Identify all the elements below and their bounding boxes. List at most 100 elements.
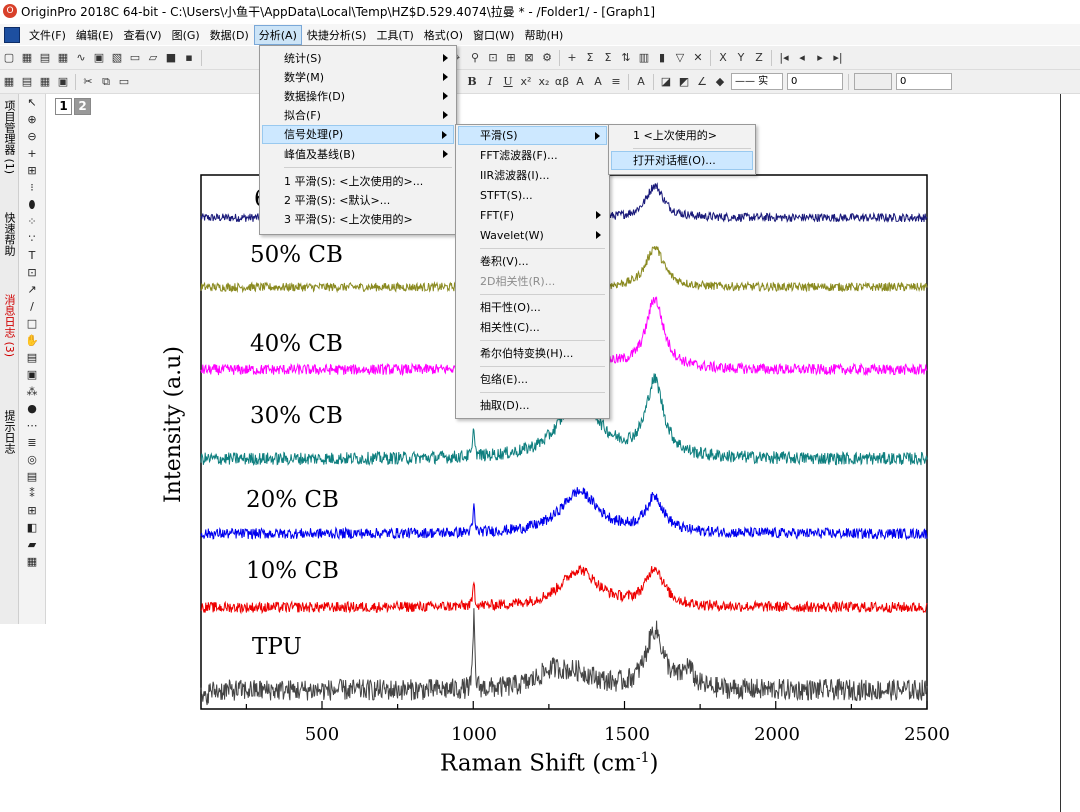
menu-item-iir-filter[interactable]: IIR滤波器(I)... bbox=[480, 169, 550, 182]
hand-tool-icon[interactable]: ✋ bbox=[25, 334, 39, 347]
menu-data[interactable]: 数据(D) bbox=[209, 28, 249, 42]
align-icon[interactable]: ≡ bbox=[611, 74, 621, 88]
series-label-tpu[interactable]: TPU bbox=[252, 634, 302, 660]
data-selector-icon[interactable]: ⁝ bbox=[30, 181, 34, 194]
sort-icon[interactable]: ⇅ bbox=[621, 50, 631, 64]
pattern-select[interactable] bbox=[854, 73, 892, 90]
filter-icon[interactable]: ▽ bbox=[675, 50, 685, 64]
table-icon[interactable]: ⊞ bbox=[506, 50, 516, 64]
menu-view[interactable]: 查看(V) bbox=[123, 28, 162, 42]
last-icon[interactable]: ▸| bbox=[833, 50, 843, 64]
zoom-out-icon[interactable]: ⊖ bbox=[27, 130, 37, 143]
insert-graph-icon[interactable]: ▤ bbox=[26, 351, 38, 364]
data-reader-icon[interactable]: ⊞ bbox=[27, 164, 37, 177]
series-label-20cb[interactable]: 20% CB bbox=[246, 487, 339, 513]
folder-icon[interactable]: ▰ bbox=[27, 538, 37, 551]
bold-button[interactable]: B bbox=[467, 74, 477, 88]
spectrum-line-4[interactable] bbox=[200, 487, 928, 541]
new-workbook-icon[interactable]: ▦ bbox=[21, 50, 33, 64]
paste-icon[interactable]: ▭ bbox=[118, 74, 130, 88]
font-larger-icon[interactable]: A bbox=[576, 74, 584, 88]
layer-icon[interactable]: ≣ bbox=[27, 436, 37, 449]
zoom-icon[interactable]: ⚲ bbox=[470, 50, 480, 64]
data-plot-icon[interactable]: ⁂ bbox=[26, 385, 38, 398]
menu-item-envelope[interactable]: 包络(E)... bbox=[480, 373, 529, 386]
series-label-30cb[interactable]: 30% CB bbox=[250, 403, 343, 429]
menu-edit[interactable]: 编辑(E) bbox=[75, 28, 114, 42]
copy-icon[interactable]: ⧉ bbox=[102, 74, 110, 88]
clear-filter-icon[interactable]: ✕ bbox=[693, 50, 703, 64]
menu-item-hilbert-transform[interactable]: 希尔伯特变换(H)... bbox=[480, 347, 574, 360]
new-function-icon[interactable]: ∿ bbox=[76, 50, 86, 64]
column-chart-icon[interactable]: ▥ bbox=[638, 50, 650, 64]
line-width-field[interactable]: 0 bbox=[787, 73, 843, 90]
pattern-icon[interactable]: ◩ bbox=[678, 74, 690, 88]
menu-item-decimation[interactable]: 抽取(D)... bbox=[480, 399, 530, 412]
prev-icon[interactable]: ◂ bbox=[799, 50, 805, 64]
first-icon[interactable]: |◂ bbox=[779, 50, 789, 64]
layout-tool-icon[interactable]: ▣ bbox=[57, 74, 69, 88]
save-template-icon[interactable]: ▪ bbox=[185, 50, 193, 64]
spectrum-line-6[interactable] bbox=[200, 608, 928, 706]
open-icon[interactable]: ▭ bbox=[129, 50, 141, 64]
menu-item-signal-processing[interactable]: 信号处理(P) bbox=[262, 125, 454, 144]
matrix-tool-icon[interactable]: ▦ bbox=[39, 74, 51, 88]
x-axis-label[interactable]: Raman Shift (cm-1) bbox=[440, 750, 658, 777]
series-label-50cb[interactable]: 50% CB bbox=[250, 242, 343, 268]
rectangle-tool-icon[interactable]: □ bbox=[26, 317, 38, 330]
mask-icon[interactable]: ∵ bbox=[28, 232, 36, 245]
menu-item-fft[interactable]: FFT(F) bbox=[458, 206, 607, 225]
color-scale-icon[interactable]: ◧ bbox=[26, 521, 38, 534]
graph-window-icon[interactable] bbox=[4, 26, 20, 43]
new-project-icon[interactable]: ▢ bbox=[3, 50, 15, 64]
menu-file[interactable]: 文件(F) bbox=[29, 28, 66, 42]
insert-image-icon[interactable]: ▣ bbox=[26, 368, 38, 381]
menu-window[interactable]: 窗口(W) bbox=[473, 28, 515, 42]
pointer-icon[interactable]: ↖ bbox=[27, 96, 37, 109]
grid-icon[interactable]: ▦ bbox=[26, 555, 38, 568]
annotation-icon[interactable]: ⊡ bbox=[27, 266, 37, 279]
menu-item-data-manipulation[interactable]: 数据操作(D) bbox=[262, 87, 454, 106]
image-icon[interactable]: ⊠ bbox=[524, 50, 534, 64]
tab-message-log[interactable]: 消息日志 (3) bbox=[3, 294, 16, 358]
menu-item-peaks-baseline[interactable]: 峰值及基线(B) bbox=[262, 145, 454, 164]
menu-format[interactable]: 格式(O) bbox=[423, 28, 463, 42]
next-icon[interactable]: ▸ bbox=[817, 50, 823, 64]
menu-quick-analysis[interactable]: 快捷分析(S) bbox=[306, 28, 367, 42]
menu-item-math[interactable]: 数学(M) bbox=[262, 68, 454, 87]
y-axis-label[interactable]: Intensity (a.u) bbox=[161, 346, 186, 504]
workbook-tool-icon[interactable]: ▦ bbox=[3, 74, 15, 88]
underline-button[interactable]: U bbox=[503, 74, 513, 88]
menu-help[interactable]: 帮助(H) bbox=[524, 28, 564, 42]
symbol-icon[interactable]: ◆ bbox=[715, 74, 725, 88]
subscript-icon[interactable]: x₂ bbox=[538, 74, 550, 88]
symbol-size-field[interactable]: 0 bbox=[896, 73, 952, 90]
menu-analysis[interactable]: 分析(A) bbox=[253, 24, 302, 45]
tab-project-explorer[interactable]: 项目管理器 (1) bbox=[3, 100, 16, 175]
sum-icon[interactable]: Σ bbox=[586, 50, 594, 64]
menu-graph[interactable]: 图(G) bbox=[171, 28, 200, 42]
text-tool-icon[interactable]: T bbox=[28, 249, 36, 262]
layer-tab-1[interactable]: 1 bbox=[55, 98, 72, 115]
layer-tab-2[interactable]: 2 bbox=[74, 98, 91, 115]
menu-item-recent-3[interactable]: 3 平滑(S): <上次使用的> bbox=[284, 213, 413, 226]
new-layout-icon[interactable]: ▣ bbox=[93, 50, 105, 64]
set-z-icon[interactable]: Z bbox=[755, 50, 763, 64]
line-color-icon[interactable]: ∠ bbox=[697, 74, 707, 88]
stats-icon[interactable]: Σ bbox=[604, 50, 612, 64]
tab-quick-help[interactable]: 快速帮助 bbox=[3, 212, 16, 256]
screen-reader-icon[interactable]: + bbox=[27, 147, 37, 160]
menu-tools[interactable]: 工具(T) bbox=[376, 28, 414, 42]
new-notes-icon[interactable]: ▧ bbox=[111, 50, 123, 64]
add-column-icon[interactable]: + bbox=[567, 50, 577, 64]
menu-item-coherence[interactable]: 相干性(O)... bbox=[480, 301, 541, 314]
graph-tool-icon[interactable]: ▤ bbox=[21, 74, 33, 88]
table-insert-icon[interactable]: ⊞ bbox=[27, 504, 37, 517]
italic-button[interactable]: I bbox=[487, 74, 493, 88]
menu-item-last-used[interactable]: 1 <上次使用的> bbox=[633, 129, 717, 142]
zoom-in-icon[interactable]: ⊕ bbox=[27, 113, 37, 126]
bar-chart-icon[interactable]: ▮ bbox=[658, 50, 666, 64]
settings-icon[interactable]: ⚙ bbox=[542, 50, 552, 64]
arrow-tool-icon[interactable]: ↗ bbox=[27, 283, 37, 296]
set-x-icon[interactable]: X bbox=[719, 50, 727, 64]
